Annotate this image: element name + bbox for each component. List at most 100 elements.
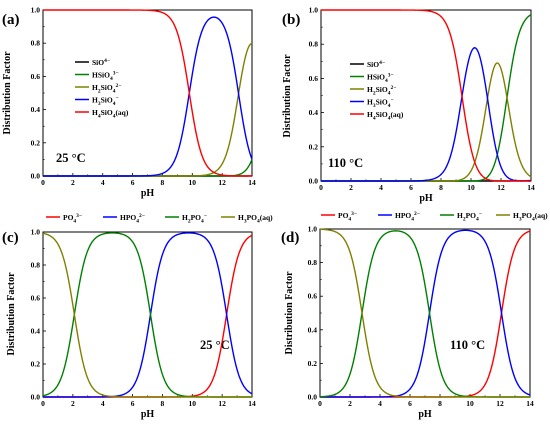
legend-entry-PO4(3-): PO43−: [63, 213, 82, 225]
panel-label: (a): [2, 12, 20, 28]
y-axis-label: Distribution Factor: [282, 54, 293, 138]
panel-label: (d): [281, 230, 299, 246]
chart-panel-2: 0 2 4 6 8 10 12 14 0.0 0.2 0.4 0.6 0.8 1.0 pH Distribut…: [282, 6, 535, 205]
x-tick-label: 2: [71, 399, 75, 408]
y-tick-label: 0.0: [31, 172, 41, 181]
x-tick-label: 4: [101, 178, 105, 187]
panel-label: (b): [282, 12, 300, 28]
series-line-HPO4(2-): [320, 229, 531, 398]
series-line-H3SiO4(-): [321, 47, 531, 182]
temperature-annotation: 25 °C: [200, 338, 230, 352]
x-tick-label: 4: [379, 183, 383, 192]
x-tick-label: 8: [161, 178, 165, 187]
x-tick-label: 0: [319, 183, 323, 192]
y-tick-label: 0.2: [308, 359, 318, 368]
x-axis-label: pH: [141, 409, 155, 420]
x-tick-label: 8: [439, 183, 443, 192]
x-tick-label: 6: [131, 178, 135, 187]
chart-panel-4: 0 2 4 6 8 10 12 14 0.0 0.2 0.4 0.6 0.8 1.0 pH Distribut…: [281, 211, 548, 420]
y-tick-label: 0.4: [31, 327, 41, 336]
legend-entry-SiO4(4-): SiO4−: [367, 60, 385, 69]
y-tick-label: 1.0: [308, 225, 318, 234]
temperature-annotation: 25 °C: [56, 151, 86, 165]
y-tick-label: 0.0: [309, 177, 319, 186]
x-tick-label: 0: [318, 399, 322, 408]
x-tick-label: 14: [526, 399, 534, 408]
temperature-annotation: 110 °C: [328, 156, 363, 170]
x-tick-label: 12: [218, 178, 226, 187]
plot-frame: [319, 228, 531, 398]
y-tick-label: 0.8: [31, 39, 41, 48]
x-tick-label: 4: [101, 399, 105, 408]
y-tick-label: 0.2: [31, 360, 41, 369]
legend: PO43− HPO42− H2PO4− H3PO4(aq): [46, 213, 273, 225]
legend-entry-H3SiO4(-): H3SiO4−: [92, 96, 119, 108]
x-tick-label: 4: [378, 399, 382, 408]
x-tick-label: 6: [408, 399, 412, 408]
x-tick-label: 14: [248, 399, 256, 408]
legend-entry-H2PO4(-): H2PO4−: [182, 213, 207, 225]
legend-entry-HSiO4(3-): HSiO43−: [367, 73, 394, 85]
y-tick-label: 0.6: [31, 294, 41, 303]
y-tick-label: 1.0: [309, 6, 319, 15]
legend-entry-HPO4(2-): HPO42−: [395, 211, 420, 223]
y-tick-label: 0.8: [31, 261, 41, 270]
y-axis-label: Distribution Factor: [284, 271, 295, 355]
y-tick-label: 1.0: [31, 228, 41, 237]
x-axis-label: pH: [419, 193, 433, 204]
y-tick-label: 0.6: [309, 74, 319, 83]
x-tick-label: 6: [409, 183, 413, 192]
x-tick-label: 8: [438, 399, 442, 408]
temperature-annotation: 110 °C: [450, 338, 485, 352]
x-tick-label: 8: [161, 399, 165, 408]
legend: PO43− HPO42− H2PO4− H3PO4(aq): [321, 211, 548, 223]
x-tick-label: 14: [527, 183, 535, 192]
series-line-H4SiO4(aq): [43, 9, 252, 177]
x-axis-label: pH: [141, 188, 155, 199]
legend: SiO4− HSiO43−H2SiO42−H3SiO4−H4SiO4(aq): [75, 58, 129, 120]
x-tick-label: 10: [467, 183, 475, 192]
y-tick-label: 0.2: [309, 142, 319, 151]
x-tick-label: 10: [189, 399, 197, 408]
chart-panel-1: 0 2 4 6 8 10 12 14 0.0 0.2 0.4 0.6 0.8 1.0 pH Distribut…: [2, 6, 256, 200]
legend-entry-PO4(3-): PO43−: [338, 211, 357, 223]
legend-entry-H2SiO4(2-): H2SiO42−: [92, 83, 121, 95]
x-tick-label: 6: [131, 399, 135, 408]
x-tick-label: 2: [348, 399, 352, 408]
x-tick-label: 2: [71, 178, 75, 187]
series-line-H3PO4(aq): [319, 228, 530, 398]
y-tick-label: 0.0: [31, 393, 41, 402]
legend-entry-HPO4(2-): HPO42−: [120, 213, 145, 225]
x-tick-label: 12: [218, 399, 226, 408]
y-tick-label: 0.4: [308, 325, 318, 334]
x-tick-label: 0: [41, 399, 45, 408]
legend-entry-HSiO4(3-): HSiO43−: [92, 71, 119, 83]
y-axis-label: Distribution Factor: [6, 272, 17, 356]
y-tick-label: 1.0: [31, 6, 41, 15]
x-tick-label: 0: [41, 178, 45, 187]
series-line-HPO4(2-): [43, 232, 253, 398]
x-tick-label: 10: [466, 399, 474, 408]
y-tick-label: 0.4: [31, 105, 41, 114]
y-tick-label: 0.8: [309, 40, 319, 49]
x-axis-label: pH: [418, 409, 432, 420]
legend: SiO4− HSiO43−H2SiO42−H3SiO4−H4SiO4(aq): [350, 60, 404, 122]
legend-entry-H4SiO4(aq): H4SiO4(aq): [367, 110, 404, 122]
legend-entry-H2SiO4(2-): H2SiO42−: [367, 85, 396, 97]
y-tick-label: 0.4: [309, 108, 319, 117]
series-line-H3PO4(aq): [42, 232, 252, 398]
legend-entry-H4SiO4(aq): H4SiO4(aq): [92, 108, 129, 120]
legend-entry-H2PO4(-): H2PO4−: [457, 211, 482, 223]
y-tick-label: 0.0: [308, 393, 318, 402]
x-tick-label: 12: [496, 399, 504, 408]
legend-entry-H3SiO4(-): H3SiO4−: [367, 98, 394, 110]
y-tick-label: 0.6: [308, 292, 318, 301]
legend-entry-SiO4(4-): SiO4−: [92, 58, 110, 67]
y-tick-label: 0.6: [31, 72, 41, 81]
x-tick-label: 12: [497, 183, 505, 192]
chart-panel-3: 0 2 4 6 8 10 12 14 0.0 0.2 0.4 0.6 0.8 1.0 pH Distribut…: [2, 213, 273, 420]
y-tick-label: 0.8: [308, 258, 318, 267]
legend-entry-H3PO4(aq): H3PO4(aq): [238, 213, 273, 225]
x-tick-label: 14: [248, 178, 256, 187]
